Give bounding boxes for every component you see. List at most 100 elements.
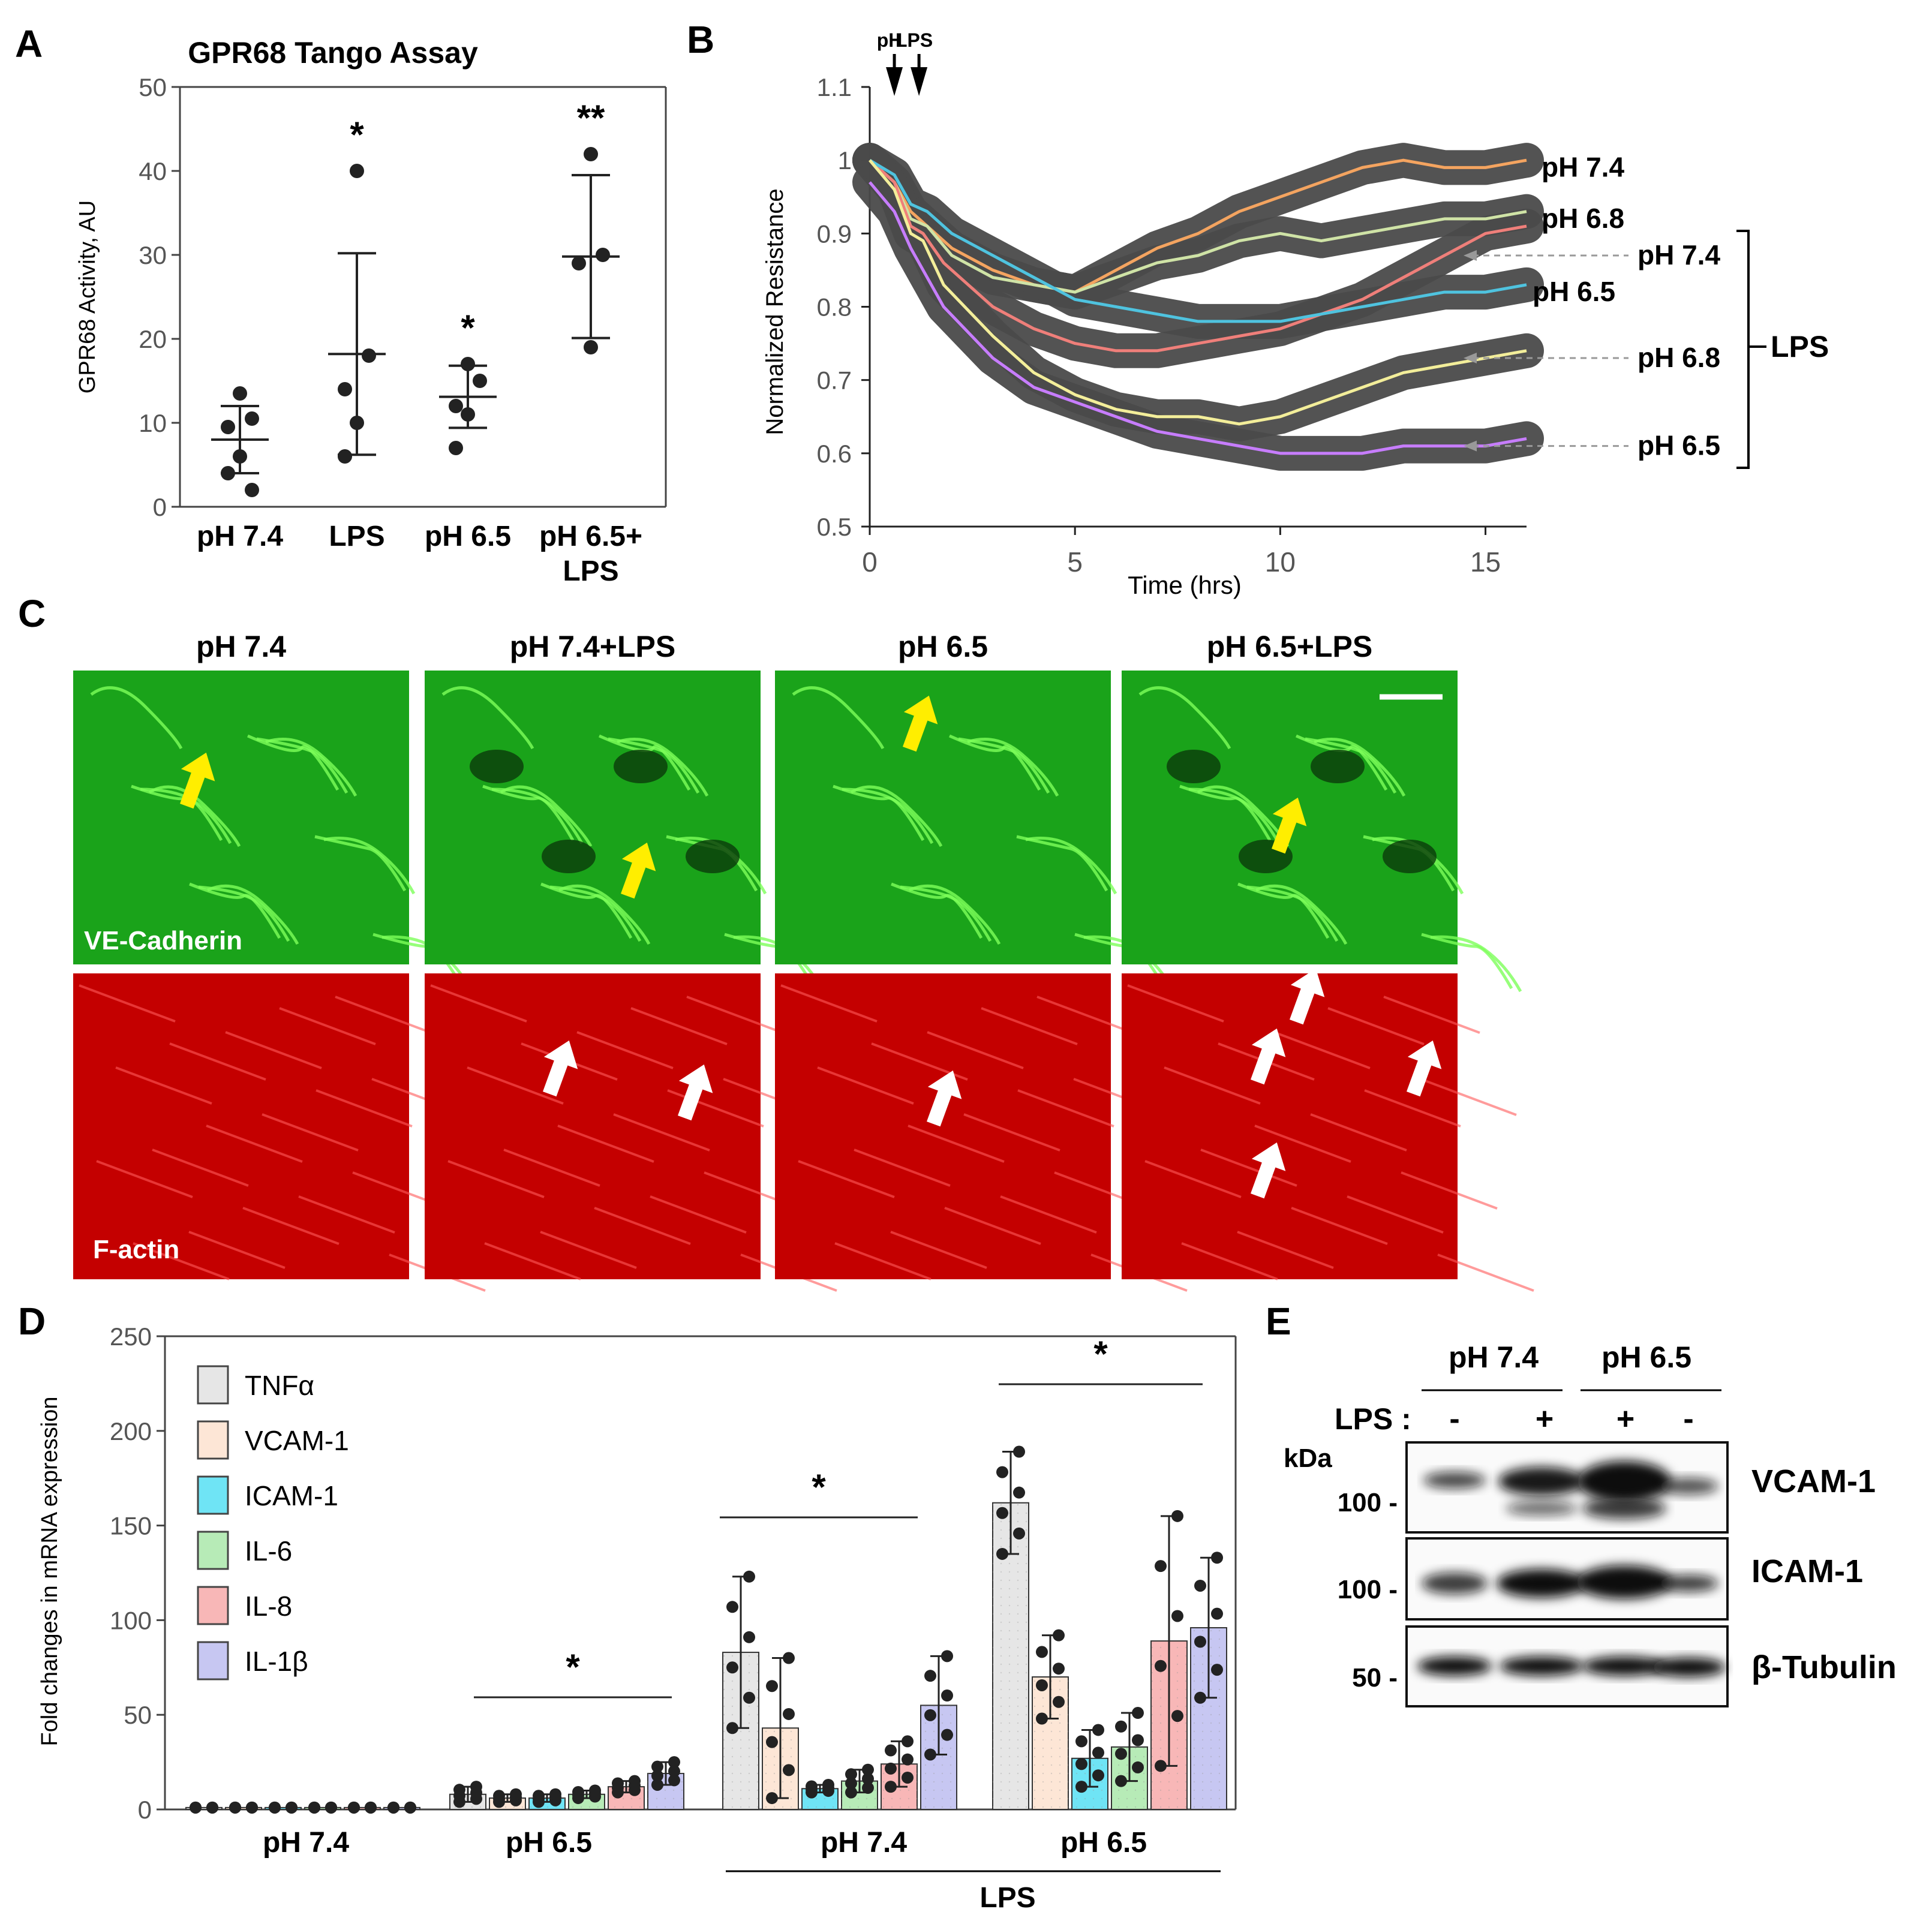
panel-letter-d: D xyxy=(18,1300,46,1343)
cell-junction xyxy=(1016,835,1108,892)
stress-fiber xyxy=(298,1195,395,1234)
cell-junction xyxy=(598,734,691,791)
chart-b-series-line xyxy=(869,181,1527,455)
stress-fiber xyxy=(1273,1031,1371,1069)
stress-fiber xyxy=(908,1125,1005,1163)
stress-fiber xyxy=(613,1113,710,1152)
cell-junction xyxy=(1314,738,1406,797)
chart-d-bar-texture xyxy=(384,1807,420,1809)
chart-a-point xyxy=(584,147,598,161)
chart-d-bar-texture xyxy=(226,1807,262,1809)
chart-d-point xyxy=(845,1777,857,1790)
blot-band xyxy=(1578,1461,1671,1502)
stress-fiber xyxy=(188,1231,286,1269)
cell-junction xyxy=(247,734,339,791)
stress-fiber xyxy=(467,1066,564,1105)
chart-d-point xyxy=(404,1801,416,1814)
chart-a-point xyxy=(362,348,376,363)
chart-d-point xyxy=(651,1778,663,1791)
cell-junction xyxy=(1295,734,1388,791)
stress-fiber xyxy=(335,996,432,1034)
chart-d-legend-label: IL-1β xyxy=(245,1646,308,1677)
blot-marker: 100 - xyxy=(1338,1575,1398,1604)
chart-d-point xyxy=(365,1801,377,1814)
lps-sign: - xyxy=(1683,1402,1693,1436)
chart-d-point xyxy=(1211,1664,1223,1676)
cell-junction xyxy=(207,884,299,945)
micrograph-column-label: pH 6.5 xyxy=(898,630,988,663)
chart-a-point xyxy=(572,256,586,270)
stress-fiber xyxy=(854,1149,951,1187)
stress-fiber xyxy=(484,1242,581,1280)
chart-b-ytick-label: 1 xyxy=(838,146,852,175)
chart-d-point xyxy=(743,1570,755,1583)
chart-d-point xyxy=(651,1760,663,1773)
blot-band xyxy=(1498,1467,1585,1496)
chart-a-ytick-label: 20 xyxy=(139,325,167,353)
chart-d-point xyxy=(1036,1646,1048,1658)
chart-d-point xyxy=(229,1801,241,1814)
chart-d-bar-texture xyxy=(344,1807,380,1809)
chart-a-point xyxy=(461,357,475,371)
blot-band xyxy=(1506,1501,1578,1516)
panel-letter-c: C xyxy=(18,592,46,635)
chart-a-point xyxy=(449,399,463,413)
chart-b-series-line xyxy=(869,159,1527,323)
stress-fiber xyxy=(279,1007,376,1045)
chart-d-point xyxy=(1115,1748,1127,1760)
lps-row-label: LPS : xyxy=(1335,1402,1411,1436)
chart-d-point xyxy=(1115,1775,1127,1787)
stress-fiber xyxy=(1327,1007,1425,1045)
chart-d-ytick-label: 50 xyxy=(124,1701,152,1729)
chart-d-point xyxy=(996,1547,1008,1560)
white-arrow-icon xyxy=(1290,968,1325,1025)
chart-a-title: GPR68 Tango Assay xyxy=(188,36,478,70)
chart-d-point xyxy=(1013,1445,1025,1458)
chart-d-point xyxy=(783,1707,795,1720)
chart-d-point xyxy=(286,1801,298,1814)
cell-junction xyxy=(833,784,925,841)
stress-fiber xyxy=(79,984,176,1023)
f-actin-image xyxy=(1122,973,1458,1279)
chart-a-point xyxy=(233,386,247,401)
chart-d-point xyxy=(845,1786,857,1799)
stress-fiber xyxy=(890,1231,987,1269)
chart-d-point xyxy=(924,1748,936,1761)
stress-fiber xyxy=(96,1160,193,1198)
micrograph-column-label: pH 7.4 xyxy=(196,630,286,663)
chart-b-ytick-label: 1.1 xyxy=(817,73,852,101)
cell-junction xyxy=(1179,784,1272,841)
stress-fiber xyxy=(447,1160,545,1198)
chart-d-point xyxy=(1171,1710,1183,1722)
chart-a-point xyxy=(221,466,235,480)
chart-d-point xyxy=(726,1722,738,1734)
chart-d-ytick-label: 0 xyxy=(138,1796,152,1824)
chart-b-pointer-head xyxy=(1464,440,1477,452)
chart-d-ytick-label: 200 xyxy=(110,1417,152,1445)
chart-d-point xyxy=(1132,1761,1144,1773)
lps-sign: + xyxy=(1616,1402,1634,1436)
cell-junction xyxy=(540,882,633,939)
stress-fiber xyxy=(686,996,783,1034)
chart-d-point xyxy=(862,1763,874,1776)
chart-d-point xyxy=(783,1652,795,1664)
chart-d-point xyxy=(269,1801,281,1814)
chart-b: 0.5 0.6 0.7 0.8 0.9 1 1.1 0 5 10 15 Normalized Res… xyxy=(762,29,1829,599)
junction-gap xyxy=(686,840,740,873)
chart-d-point xyxy=(1194,1691,1206,1704)
chart-b-ytick-label: 0.7 xyxy=(817,366,852,395)
ve-cadherin-image xyxy=(73,671,409,964)
chart-b-ytick-label: 0.8 xyxy=(817,293,852,321)
chart-d-point xyxy=(885,1762,897,1775)
chart-d-significance: * xyxy=(566,1647,580,1687)
panel-letter-a: A xyxy=(15,22,43,65)
blot-marker: 50 - xyxy=(1352,1663,1398,1692)
chart-d-point xyxy=(1092,1746,1104,1759)
chart-b-series-line xyxy=(869,159,1527,426)
chart-a-significance: ** xyxy=(577,98,605,138)
chart-d-legend-label: TNFα xyxy=(245,1370,314,1401)
chart-d-point xyxy=(924,1670,936,1682)
chart-d-ytick-label: 250 xyxy=(110,1322,152,1351)
kda-label: kDa xyxy=(1284,1444,1332,1473)
chart-d-legend-swatch xyxy=(197,1531,229,1570)
